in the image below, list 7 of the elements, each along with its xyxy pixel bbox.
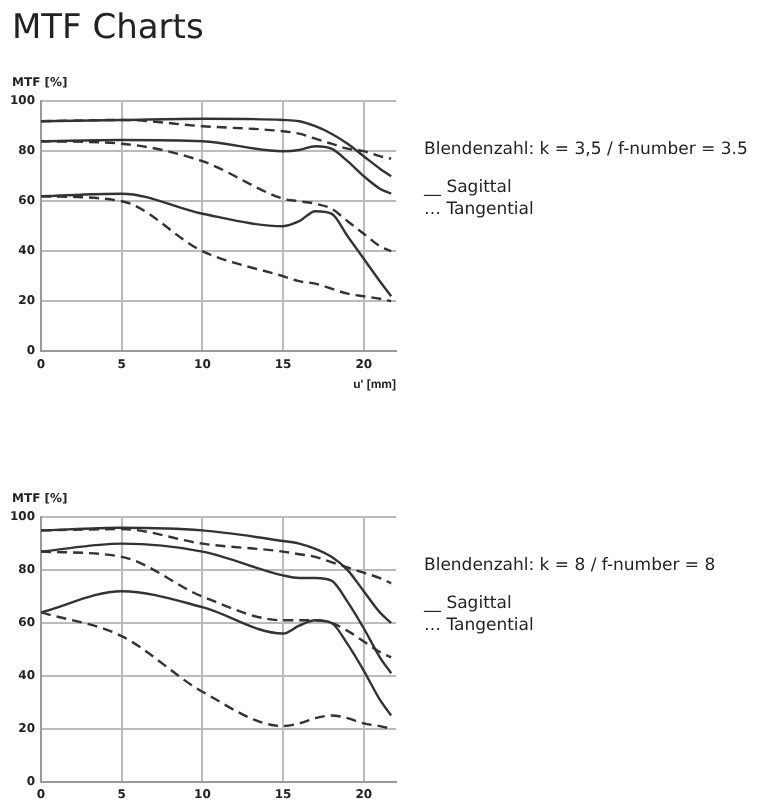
text: … Tangential — [424, 616, 536, 638]
text: __ Sagittal — [424, 178, 514, 200]
text: … Tangential — [424, 200, 536, 222]
text: Blendenzahl: k = 3,5 / f-number = 3.5 — [424, 140, 748, 162]
text: __ Sagittal — [424, 594, 514, 616]
chart-title: MTF Charts — [12, 8, 204, 48]
text: Blendenzahl: k = 8 / f-number = 8 — [424, 556, 716, 578]
